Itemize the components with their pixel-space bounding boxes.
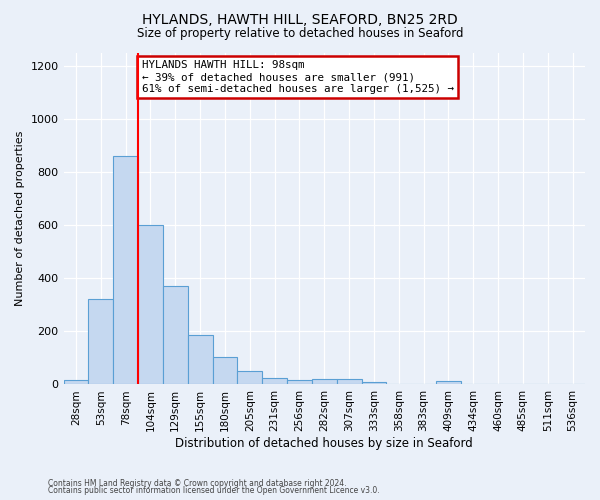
Bar [163, 286, 188, 384]
Text: HYLANDS, HAWTH HILL, SEAFORD, BN25 2RD: HYLANDS, HAWTH HILL, SEAFORD, BN25 2RD [142, 12, 458, 26]
Bar [287, 380, 312, 384]
Text: Contains public sector information licensed under the Open Government Licence v3: Contains public sector information licen… [48, 486, 380, 495]
X-axis label: Distribution of detached houses by size in Seaford: Distribution of detached houses by size … [175, 437, 473, 450]
Bar [188, 336, 212, 384]
Bar [64, 380, 88, 384]
Text: HYLANDS HAWTH HILL: 98sqm
← 39% of detached houses are smaller (991)
61% of semi: HYLANDS HAWTH HILL: 98sqm ← 39% of detac… [142, 60, 454, 94]
Bar [436, 382, 461, 384]
Y-axis label: Number of detached properties: Number of detached properties [15, 131, 25, 306]
Bar [138, 225, 163, 384]
Bar [362, 382, 386, 384]
Bar [113, 156, 138, 384]
Bar [212, 356, 238, 384]
Text: Contains HM Land Registry data © Crown copyright and database right 2024.: Contains HM Land Registry data © Crown c… [48, 478, 347, 488]
Bar [88, 300, 113, 384]
Bar [238, 371, 262, 384]
Text: Size of property relative to detached houses in Seaford: Size of property relative to detached ho… [137, 28, 463, 40]
Bar [337, 379, 362, 384]
Bar [262, 378, 287, 384]
Bar [312, 379, 337, 384]
